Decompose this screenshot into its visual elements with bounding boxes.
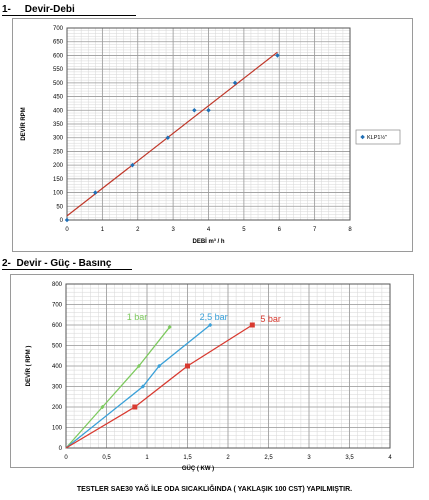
- section-1-title: 1- Devir-Debi: [2, 4, 136, 16]
- y-tick-label: 450: [53, 95, 64, 101]
- x-tick-label: 1,5: [183, 455, 192, 461]
- y-tick-label: 400: [52, 364, 63, 370]
- x-tick-label: 3: [171, 227, 175, 233]
- data-point: [167, 324, 172, 330]
- series-line: [65, 326, 171, 449]
- series-label: 2,5 bar: [200, 312, 228, 322]
- plot-area-border: [65, 283, 391, 449]
- series-line: [65, 324, 253, 449]
- legend-label: KLP1½": [367, 134, 387, 141]
- x-tick-label: 6: [278, 227, 282, 233]
- x-axis-title: GÜÇ ( KW ): [182, 465, 214, 472]
- y-tick-label: 50: [56, 204, 63, 210]
- x-tick-label: 1: [101, 227, 105, 233]
- data-point: [185, 363, 190, 369]
- x-tick-label: 0,5: [102, 455, 111, 461]
- y-tick-label: 150: [53, 177, 64, 183]
- x-tick-label: 4: [207, 227, 211, 233]
- plot-area-border: [66, 27, 351, 221]
- y-tick-label: 300: [53, 136, 64, 142]
- series-label: 1 bar: [127, 312, 148, 322]
- y-tick-label: 200: [53, 163, 64, 169]
- x-tick-label: 5: [242, 227, 246, 233]
- y-axis-title: DEVİR RPM: [20, 107, 27, 140]
- data-point: [136, 363, 142, 369]
- data-point: [249, 322, 255, 328]
- y-tick-label: 700: [52, 303, 63, 309]
- y-tick-label: 650: [53, 40, 64, 46]
- y-tick-label: 0: [60, 218, 64, 224]
- x-tick-label: 8: [348, 227, 352, 233]
- y-tick-label: 700: [53, 26, 64, 32]
- legend-box: [355, 129, 401, 145]
- y-tick-label: 250: [53, 149, 64, 155]
- x-tick-label: 3: [307, 455, 311, 461]
- series-label: 5 bar: [260, 314, 281, 324]
- y-tick-label: 300: [52, 385, 63, 391]
- section-2-title: 2- Devir - Güç - Basınç: [2, 258, 132, 270]
- x-tick-label: 2: [226, 455, 230, 461]
- y-tick-label: 500: [52, 344, 63, 350]
- data-point: [208, 322, 213, 328]
- y-tick-label: 550: [53, 67, 64, 73]
- y-tick-label: 800: [52, 282, 63, 288]
- y-tick-label: 100: [53, 191, 64, 197]
- data-point: [132, 404, 138, 410]
- x-tick-label: 0: [65, 227, 69, 233]
- y-tick-label: 500: [53, 81, 64, 87]
- series-line: [65, 324, 211, 449]
- y-tick-label: 200: [52, 405, 63, 411]
- x-tick-label: 2,5: [264, 455, 273, 461]
- y-tick-label: 0: [59, 446, 63, 452]
- y-tick-label: 100: [52, 426, 63, 432]
- footer-note: TESTLER SAE30 YAĞ İLE ODA SICAKLIĞINDA (…: [76, 486, 353, 493]
- y-tick-label: 350: [53, 122, 64, 128]
- y-tick-label: 400: [53, 108, 64, 114]
- y-tick-label: 600: [52, 323, 63, 329]
- x-axis-title: DEBİ m³ / h: [192, 238, 224, 245]
- x-tick-label: 7: [313, 227, 317, 233]
- y-tick-label: 600: [53, 53, 64, 59]
- x-tick-label: 2: [136, 227, 140, 233]
- data-point: [140, 384, 146, 389]
- data-point: [64, 217, 70, 223]
- x-tick-label: 0: [64, 455, 68, 461]
- x-tick-label: 1: [145, 455, 149, 461]
- x-tick-label: 4: [388, 455, 392, 461]
- trendline: [66, 51, 278, 217]
- y-axis-title: DEVİR ( RPM ): [25, 346, 32, 387]
- x-tick-label: 3,5: [345, 455, 354, 461]
- data-point: [157, 363, 162, 369]
